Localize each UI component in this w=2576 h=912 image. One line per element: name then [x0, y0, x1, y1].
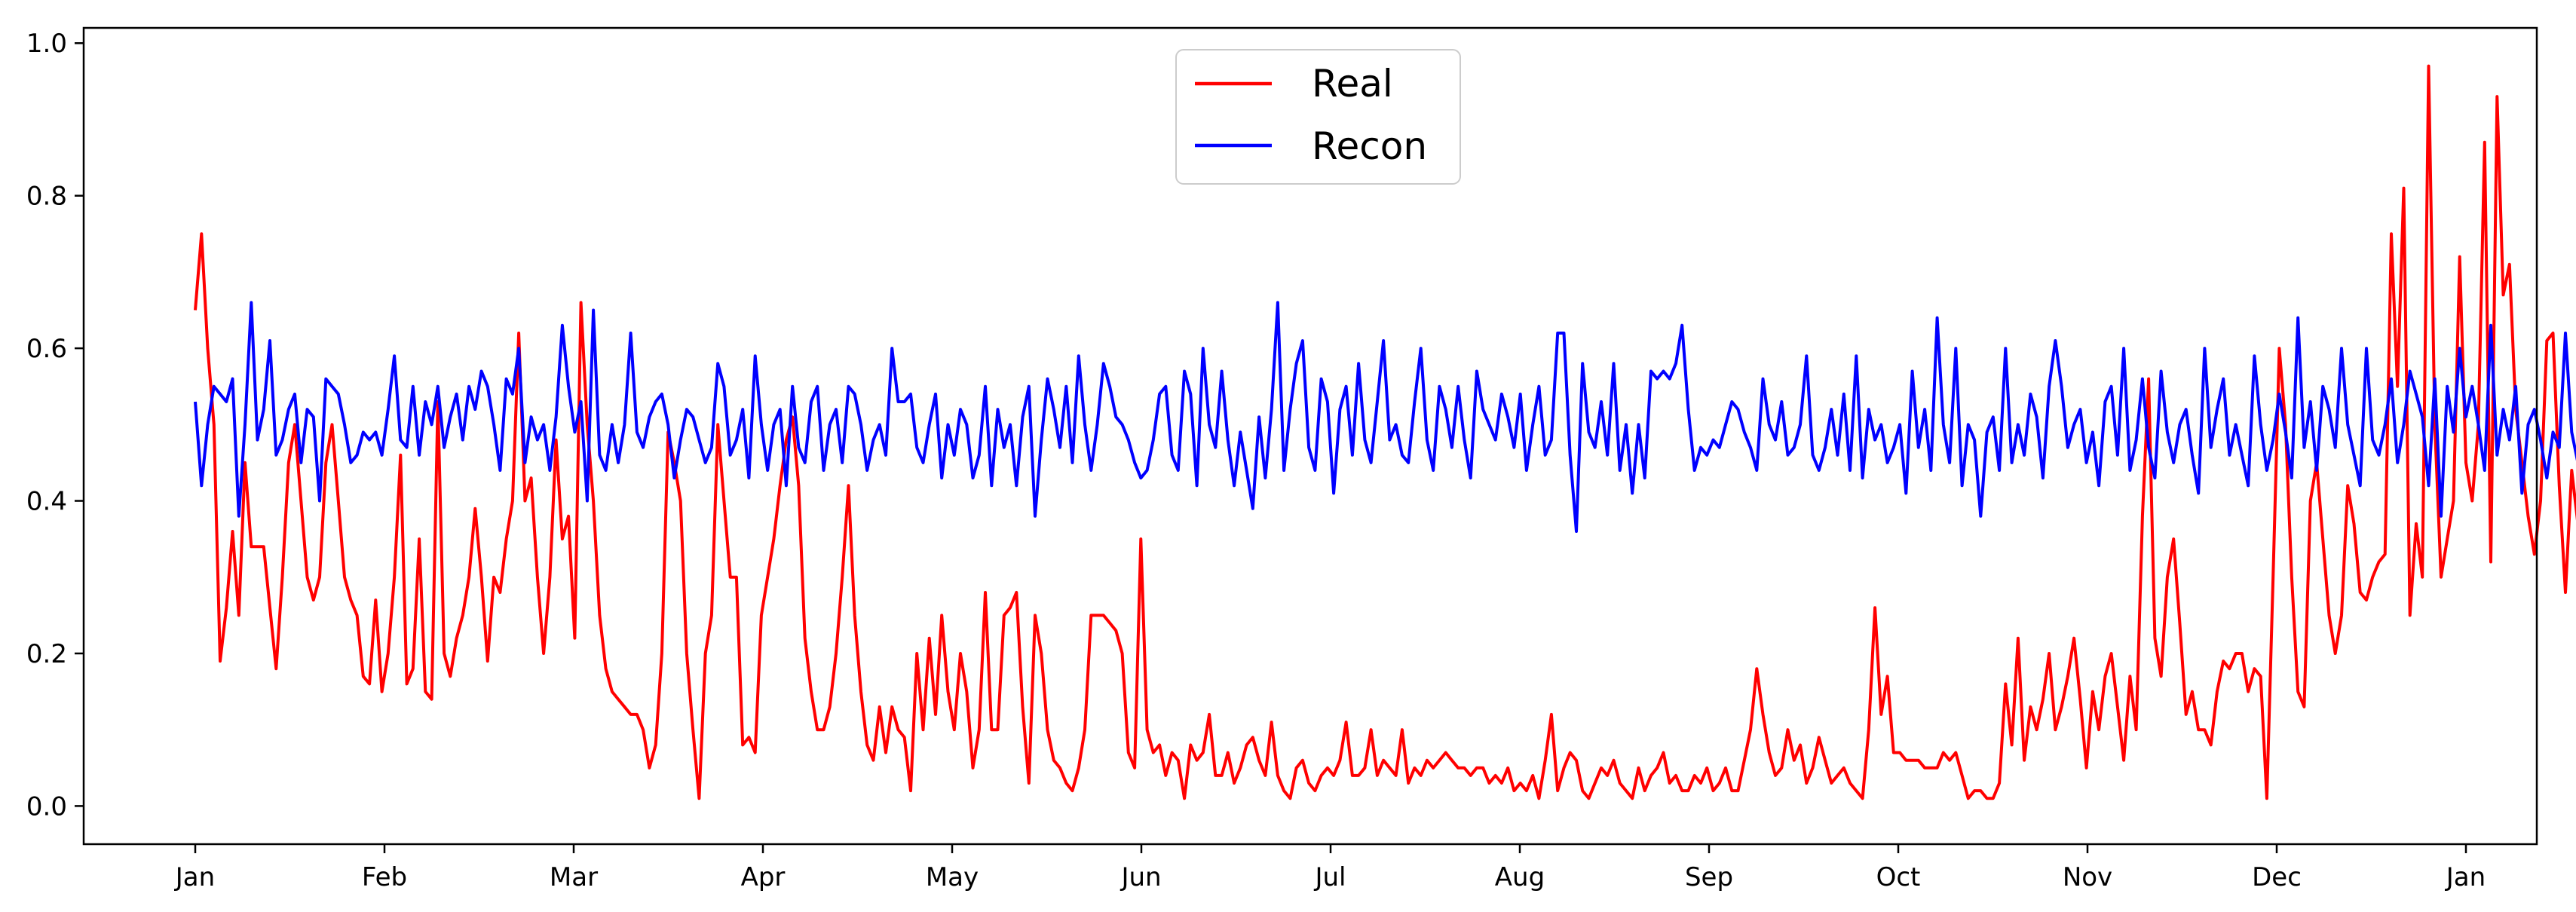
x-tick-label: Sep — [1685, 862, 1733, 892]
x-tick-label: Apr — [741, 862, 786, 892]
x-tick-label: Jul — [1313, 862, 1346, 892]
y-tick-label: 0.0 — [26, 791, 67, 822]
y-tick-label: 0.4 — [26, 487, 67, 517]
x-tick-label: Jan — [174, 862, 215, 892]
y-tick-label: 0.6 — [26, 334, 67, 364]
x-tick-label: Aug — [1495, 862, 1545, 892]
series-line-real — [194, 64, 2576, 800]
plot-frame — [82, 26, 2538, 846]
x-tick-label: Feb — [362, 862, 407, 892]
legend-label-real: Real — [1312, 62, 1393, 106]
legend-label-recon: Recon — [1312, 124, 1427, 168]
legend: Real Recon — [1175, 49, 1461, 185]
x-tick-label: May — [926, 862, 979, 892]
y-axis: 0.0 0.2 0.4 0.6 0.8 1.0 — [26, 29, 84, 822]
series-layer — [194, 64, 2576, 800]
series-line-recon — [194, 301, 2576, 533]
y-tick-label: 0.8 — [26, 182, 67, 212]
y-tick-label: 0.2 — [26, 639, 67, 669]
x-axis: Jan Feb Mar Apr May Jun Jul Aug Sep Oct Nov Dec Jan — [174, 844, 2486, 892]
x-tick-label: Jun — [1120, 862, 1161, 892]
x-tick-label: Mar — [550, 862, 598, 892]
x-tick-label: Dec — [2252, 862, 2302, 892]
x-tick-label: Nov — [2063, 862, 2112, 892]
y-tick-label: 1.0 — [26, 29, 67, 59]
x-tick-label: Jan — [2445, 862, 2486, 892]
x-tick-label: Oct — [1876, 862, 1921, 892]
